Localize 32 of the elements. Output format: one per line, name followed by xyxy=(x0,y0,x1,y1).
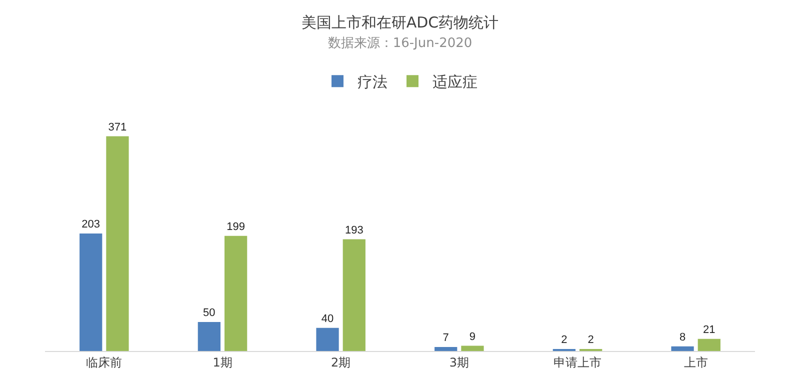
data-label: 199 xyxy=(226,220,245,233)
bar xyxy=(80,234,102,351)
bar xyxy=(106,136,129,351)
bar xyxy=(224,236,248,351)
data-label: 7 xyxy=(442,332,449,344)
bar xyxy=(698,338,720,351)
data-label: 8 xyxy=(679,331,686,344)
chart-title: 美国上市和在研ADC药物统计 xyxy=(301,13,499,32)
bar xyxy=(671,346,694,351)
x-tick-label: 申请上市 xyxy=(554,355,602,370)
legend-label: 疗法 xyxy=(358,72,388,91)
bar xyxy=(316,328,339,351)
data-label: 9 xyxy=(469,330,476,343)
x-tick-label: 1期 xyxy=(212,355,232,370)
bar xyxy=(198,322,220,351)
chart-subtitle: 数据来源：16-Jun-2020 xyxy=(328,36,472,51)
data-label: 193 xyxy=(344,224,364,236)
legend-label: 适应症 xyxy=(432,72,478,91)
x-tick-label: 3期 xyxy=(449,355,469,370)
bar xyxy=(342,239,366,351)
data-label: 2 xyxy=(588,334,594,346)
data-label: 371 xyxy=(108,121,127,134)
bar xyxy=(461,346,484,351)
x-tick-label: 临床前 xyxy=(86,355,122,370)
data-label: 50 xyxy=(203,307,216,320)
data-label: 2 xyxy=(561,334,568,346)
x-tick-label: 上市 xyxy=(684,355,708,370)
data-label: 21 xyxy=(703,324,716,336)
x-tick-label: 2期 xyxy=(331,355,351,370)
data-label: 203 xyxy=(82,218,100,231)
data-label: 40 xyxy=(321,312,334,325)
bar xyxy=(434,346,458,351)
